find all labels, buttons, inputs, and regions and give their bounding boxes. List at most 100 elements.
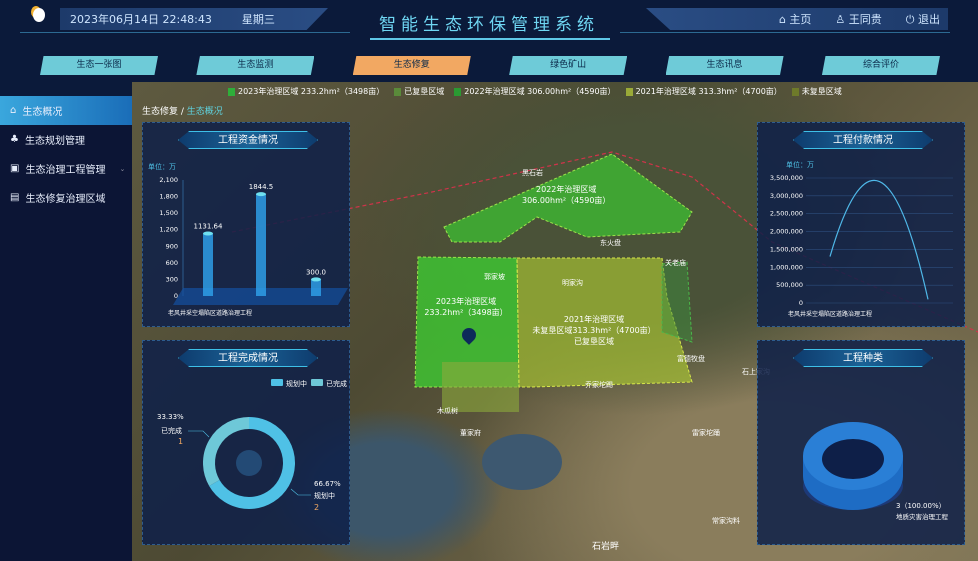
nav-tab[interactable]: 综合评价	[821, 56, 940, 75]
place-label: 乔家坨踢	[585, 381, 613, 389]
legend-item[interactable]: 2023年治理区域 233.2hm²（3498亩）	[228, 86, 384, 97]
reservoir	[482, 434, 562, 490]
divider	[620, 32, 950, 33]
bar	[203, 233, 213, 296]
legend-label: 已复垦区域	[404, 87, 445, 96]
place-label: 石上家沟	[742, 368, 770, 376]
funds-panel: 工程资金情况 单位：万 0 300 600 900 1,200 1,500 1,800 2,10…	[142, 122, 350, 327]
nav-tab[interactable]: 生态监测	[196, 56, 315, 75]
y-tick-label: 500,000	[776, 281, 803, 289]
x-tick-label: 老风井采空塌陷区道路治理工程	[788, 310, 872, 318]
sidebar-item[interactable]: ▤ 生态修复治理区域	[0, 183, 132, 212]
series-line	[829, 179, 929, 300]
legend-swatch	[791, 87, 799, 96]
logout-label: 退出	[918, 13, 940, 26]
y-tick-label: 2,500,000	[770, 210, 803, 218]
donut-slice	[209, 417, 295, 509]
place-label: 黑石岩	[522, 169, 543, 177]
area-size: 233.2hm²（3498亩）	[424, 308, 508, 317]
nav-tab[interactable]: 生态讯息	[665, 56, 784, 75]
completion-panel: 工程完成情况 规划中 已完成 33.33% 已完成 1 66.67% 规划中 2	[142, 340, 350, 545]
area-label-2023: 2023年治理区域 233.2hm²（3498亩）	[416, 296, 516, 318]
x-tick-label: 老风井采空塌陷区道路治理工程	[168, 309, 252, 317]
sidebar-item[interactable]: ♣ 生态规划管理	[0, 125, 132, 154]
pie-label: 已完成	[161, 426, 182, 435]
legend-label: 2022年治理区域 306.00hm²（4590亩）	[464, 87, 616, 96]
chart-doc-icon: ▣	[10, 163, 20, 174]
area-reclaimed[interactable]	[661, 261, 693, 343]
logout-link[interactable]: ⏻ 退出	[906, 11, 940, 27]
main-nav: 生态一张图 生态监测 生态修复 绿色矿山 生态讯息 综合评价	[40, 56, 940, 75]
y-tick-label: 2,100	[159, 176, 178, 184]
place-label: 富德牧盘	[677, 355, 705, 363]
pie-value: 2	[314, 503, 319, 512]
panel-title: 工程资金情况	[178, 131, 318, 149]
home-link[interactable]: ⌂ 主页	[779, 11, 811, 27]
legend-swatch	[228, 87, 235, 96]
legend-item[interactable]: 未复垦区域	[791, 86, 842, 97]
divider	[20, 32, 350, 33]
place-label: 木瓜树	[437, 407, 458, 415]
bar-cap	[311, 277, 321, 282]
weather-icon	[33, 8, 45, 22]
sidebar-label: 生态治理工程管理	[25, 165, 106, 176]
nav-tab[interactable]: 绿色矿山	[509, 56, 628, 75]
y-tick-label: 1,500,000	[770, 245, 803, 253]
home-icon: ⌂	[778, 13, 786, 26]
unit-label: 单位：万	[148, 162, 176, 171]
y-tick-label: 3,500,000	[770, 174, 803, 182]
legend-item[interactable]: 2022年治理区域 306.00hm²（4590亩）	[454, 86, 616, 97]
area-2022[interactable]	[443, 153, 693, 243]
legend-item[interactable]: 2021年治理区域 313.3hm²（4700亩）	[625, 86, 782, 97]
map-overlay	[231, 151, 978, 490]
breadcrumb-parent[interactable]: 生态修复	[142, 107, 179, 117]
legend-item[interactable]: 已复垦区域	[394, 86, 444, 97]
place-label: 石岩畔	[592, 542, 620, 552]
sidebar-item[interactable]: ▣ 生态治理工程管理 ⌄	[0, 154, 132, 183]
map-legend: 2023年治理区域 233.2hm²（3498亩） 已复垦区域 2022年治理区…	[228, 86, 842, 97]
header: 2023年06月14日 22:48:43 星期三 智能生态环保管理系统 ⌂ 主页 …	[0, 0, 978, 82]
y-tick-label: 600	[166, 259, 178, 267]
legend-label: 2021年治理区域 313.3hm²（4700亩）	[635, 87, 782, 96]
y-tick-label: 1,200	[159, 226, 178, 234]
types-panel: 工程种类 3（100.00%） 地质灾害治理工程	[757, 340, 965, 545]
label-line	[188, 430, 210, 438]
nav-tab-active[interactable]: 生态修复	[352, 56, 471, 75]
legend-label: 已完成	[326, 379, 347, 388]
place-label: 郭家坡	[484, 273, 505, 281]
legend-swatch	[394, 87, 402, 96]
divider	[370, 38, 610, 40]
sitemap-icon: ♣	[10, 134, 19, 145]
place-label: 董家府	[460, 429, 481, 437]
pie-percent: 66.67%	[314, 480, 341, 488]
area-label-2022: 2022年治理区域 306.00hm²（4590亩）	[522, 184, 610, 206]
line-chart: 单位：万 0 500,000 1,000,000 1,500,000 2,000,000 2…	[770, 160, 953, 318]
data-label: 300.0	[306, 268, 326, 276]
place-label: 常家沟料	[712, 517, 740, 525]
chevron-down-icon[interactable]: ⌄	[119, 164, 126, 173]
ring-value: 3（100.00%）	[896, 502, 946, 510]
legend-swatch	[625, 87, 633, 96]
area-2021[interactable]	[516, 257, 693, 388]
y-tick-label: 0	[799, 299, 803, 307]
area-2023[interactable]	[414, 256, 520, 388]
power-icon: ⏻	[905, 13, 915, 26]
nav-tab[interactable]: 生态一张图	[40, 56, 158, 75]
home-label: 主页	[789, 13, 812, 26]
sidebar-item[interactable]: ⌂ 生态概况	[0, 96, 132, 125]
bar-chart: 单位：万 0 300 600 900 1,200 1,500 1,800 2,100 1131.6…	[148, 162, 348, 317]
area-2023-unreclaimed[interactable]	[442, 362, 519, 412]
bar-cap	[256, 192, 266, 197]
sidebar-label: 生态修复治理区域	[25, 194, 106, 205]
place-label: 雷家坨踊	[692, 429, 720, 437]
y-tick-label: 1,800	[159, 193, 178, 201]
y-tick-label: 900	[166, 242, 178, 250]
ring-hole	[822, 439, 884, 479]
bar	[311, 279, 321, 296]
place-label: 东火盘	[600, 239, 621, 247]
pie-value: 1	[178, 437, 183, 446]
bar-cap	[203, 231, 213, 236]
data-label: 1844.5	[249, 183, 274, 191]
user-link[interactable]: ♙ 王同贵	[835, 11, 881, 27]
